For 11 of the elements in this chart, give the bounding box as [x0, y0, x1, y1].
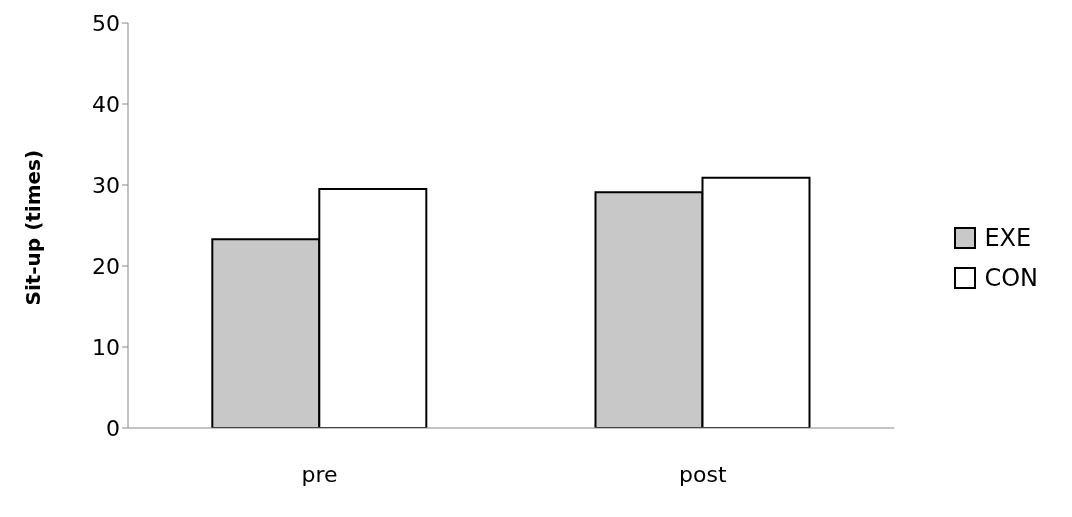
y-axis-title: Sit-up (times) — [21, 149, 46, 306]
x-tick-label: post — [679, 461, 727, 487]
y-tick-label: 0 — [106, 415, 120, 441]
y-tick-label: 30 — [92, 172, 120, 198]
y-tick-label: 40 — [92, 91, 120, 117]
y-tick-label: 50 — [92, 10, 120, 36]
x-tick-label: pre — [301, 461, 338, 487]
y-tick-label: 10 — [92, 334, 120, 360]
legend-label: EXE — [984, 223, 1032, 254]
y-tick-label: 20 — [92, 253, 120, 279]
legend-label: CON — [984, 263, 1038, 294]
